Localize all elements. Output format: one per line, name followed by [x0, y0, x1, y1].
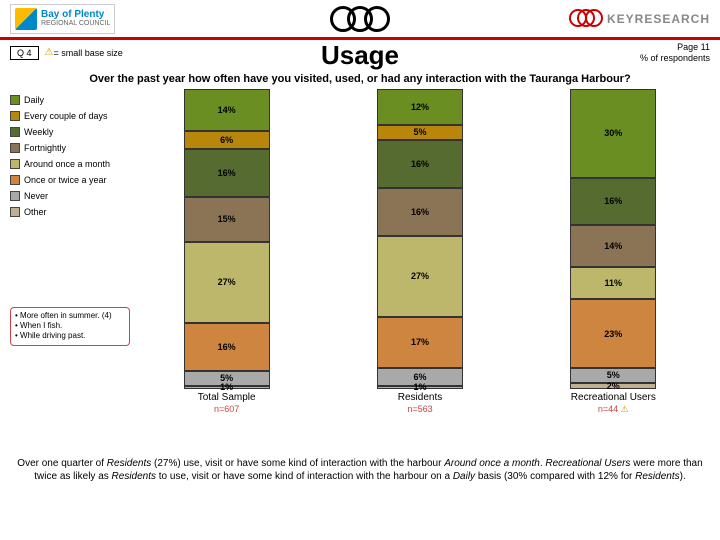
legend-swatch [10, 111, 20, 121]
bar-stack: 2%5%23%11%14%16%30% [570, 89, 656, 389]
bar-segment: 30% [570, 89, 656, 178]
bar-segment: 17% [377, 317, 463, 368]
legend-item: Daily [10, 95, 130, 105]
column-label: Total Sample [198, 392, 256, 403]
bar-segment: 16% [184, 323, 270, 371]
legend-swatch [10, 95, 20, 105]
center-rings-logo [330, 6, 390, 36]
chart-area: Daily Every couple of days Weekly Fortnight… [0, 89, 720, 449]
bop-icon [15, 8, 37, 30]
header-bar: Bay of Plenty REGIONAL COUNCIL KEYRESEAR… [0, 0, 720, 40]
legend-item: Weekly [10, 127, 130, 137]
page-number: Page 11 [640, 42, 710, 53]
legend-label: Daily [24, 95, 44, 105]
callout-box: • More often in summer. (4)• When I fish… [10, 307, 130, 346]
bop-sub: REGIONAL COUNCIL [41, 20, 110, 27]
column-n: n=563 [407, 404, 432, 414]
legend-swatch [10, 159, 20, 169]
bar-segment: 23% [570, 299, 656, 367]
legend-label: Once or twice a year [24, 175, 107, 185]
warn-icon: ⚠ [45, 47, 54, 58]
column-n: n=607 [214, 404, 239, 414]
legend-swatch [10, 191, 20, 201]
bar-segment: 27% [184, 242, 270, 323]
bar-segment: 1% [184, 386, 270, 389]
bar-segment: 27% [377, 236, 463, 317]
bar-segment: 11% [570, 267, 656, 300]
legend-label: Other [24, 207, 47, 217]
legend-item: Other [10, 207, 130, 217]
bar-segment: 14% [570, 225, 656, 267]
bop-name: Bay of Plenty [41, 10, 110, 20]
chart-column: 1%6%17%27%16%16%5%12% Residentsn=563 [350, 89, 490, 449]
bar-segment: 12% [377, 89, 463, 125]
legend-swatch [10, 143, 20, 153]
column-label: Recreational Users [571, 392, 656, 403]
legend-item: Once or twice a year [10, 175, 130, 185]
legend-label: Never [24, 191, 48, 201]
legend: Daily Every couple of days Weekly Fortnight… [10, 89, 130, 449]
legend-swatch [10, 127, 20, 137]
legend-label: Fortnightly [24, 143, 66, 153]
bar-segment: 1% [377, 386, 463, 389]
legend-item: Around once a month [10, 159, 130, 169]
bar-segment: 5% [377, 125, 463, 140]
page-subtitle: Over the past year how often have you vi… [10, 73, 710, 85]
unit-label: % of respondents [640, 53, 710, 64]
footer-text: Over one quarter of Residents (27%) use,… [0, 449, 720, 483]
column-n: n=44 ⚠ [598, 404, 629, 415]
bar-segment: 16% [377, 140, 463, 188]
bar-segment: 16% [570, 178, 656, 226]
bar-segment: 16% [377, 188, 463, 236]
legend-swatch [10, 207, 20, 217]
bar-segment: 16% [184, 149, 270, 197]
legend-item: Never [10, 191, 130, 201]
legend-item: Every couple of days [10, 111, 130, 121]
keyresearch-text: KEYRESEARCH [607, 12, 710, 26]
bar-segment: 6% [184, 131, 270, 149]
keyresearch-logo: KEYRESEARCH [569, 9, 710, 29]
bar-stack: 1%6%17%27%16%16%5%12% [377, 89, 463, 389]
legend-swatch [10, 175, 20, 185]
bar-segment: 2% [570, 383, 656, 389]
small-base-note: = small base size [53, 48, 122, 58]
chart-column: 1%5%16%27%15%16%6%14%Total Samplen=607 [157, 89, 297, 449]
legend-label: Around once a month [24, 159, 110, 169]
bar-segment: 15% [184, 197, 270, 242]
bop-logo: Bay of Plenty REGIONAL COUNCIL [10, 4, 115, 34]
bar-segment: 14% [184, 89, 270, 131]
legend-label: Weekly [24, 127, 53, 137]
question-badge: Q 4 [10, 46, 39, 60]
page-info: Page 11 % of respondents [640, 42, 710, 64]
bop-text: Bay of Plenty REGIONAL COUNCIL [41, 10, 110, 27]
legend-label: Every couple of days [24, 111, 108, 121]
column-label: Residents [398, 392, 442, 403]
chart-column: 2%5%23%11%14%16%30% Recreational Usersn=4… [543, 89, 683, 449]
bar-stack: 1%5%16%27%15%16%6%14% [184, 89, 270, 389]
legend-item: Fortnightly [10, 143, 130, 153]
bars-container: 1%5%16%27%15%16%6%14%Total Samplen=6071%… [130, 89, 710, 449]
